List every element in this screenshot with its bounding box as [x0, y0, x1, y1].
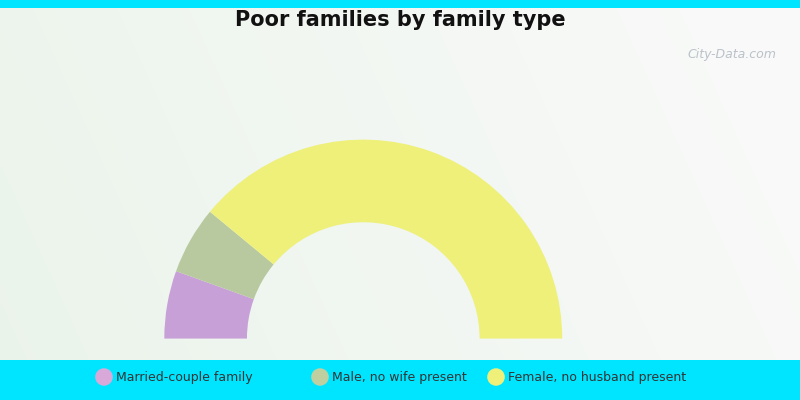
Wedge shape — [176, 212, 274, 299]
Text: Male, no wife present: Male, no wife present — [332, 370, 466, 384]
Text: City-Data.com: City-Data.com — [687, 48, 776, 61]
Ellipse shape — [95, 368, 113, 386]
Text: Female, no husband present: Female, no husband present — [508, 370, 686, 384]
Ellipse shape — [487, 368, 505, 386]
Text: Poor families by family type: Poor families by family type — [234, 10, 566, 30]
Wedge shape — [210, 140, 562, 338]
Text: Married-couple family: Married-couple family — [116, 370, 253, 384]
Wedge shape — [164, 271, 254, 338]
Ellipse shape — [311, 368, 329, 386]
